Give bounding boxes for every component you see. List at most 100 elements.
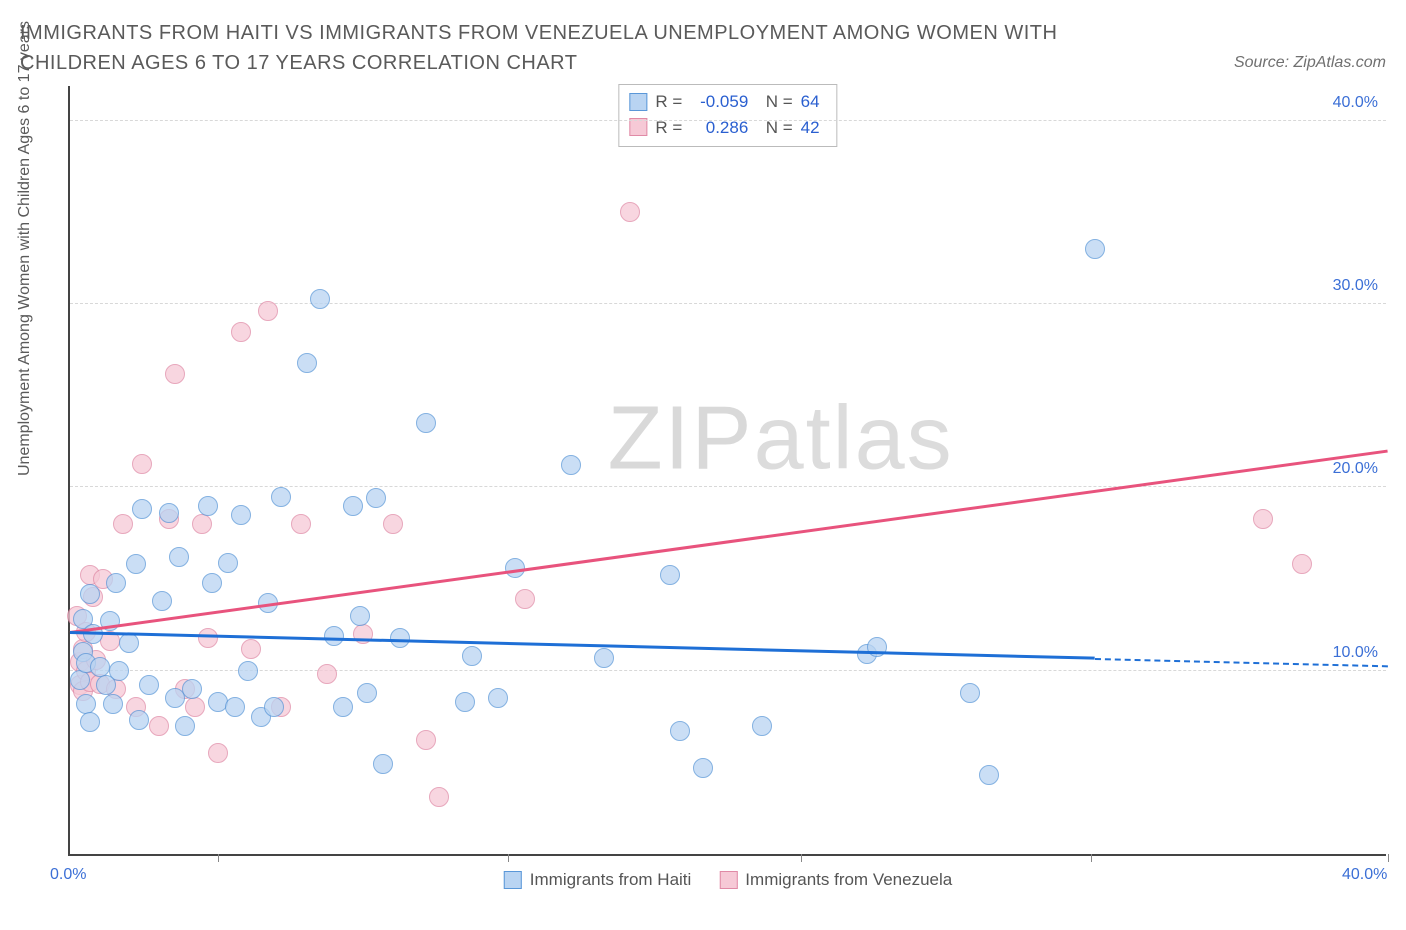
watermark: ZIPatlas [608, 388, 954, 491]
grid-line [70, 120, 1386, 121]
stats-row-a: R = -0.059 N = 64 [629, 89, 826, 115]
scatter-point-a [231, 505, 251, 525]
scatter-point-a [670, 721, 690, 741]
scatter-point-a [159, 503, 179, 523]
x-tick-mark [218, 854, 219, 862]
scatter-point-a [455, 692, 475, 712]
scatter-point-a [238, 661, 258, 681]
header-row: IMMIGRANTS FROM HAITI VS IMMIGRANTS FROM… [20, 18, 1386, 78]
scatter-point-a [198, 496, 218, 516]
stat-r-value-b: 0.286 [690, 115, 748, 141]
scatter-point-b [192, 514, 212, 534]
stat-n-label-b: N = [756, 115, 792, 141]
stat-n-label-a: N = [756, 89, 792, 115]
scatter-point-a [202, 573, 222, 593]
scatter-point-b [1253, 509, 1273, 529]
scatter-point-a [80, 712, 100, 732]
grid-line [70, 670, 1386, 671]
scatter-point-a [271, 487, 291, 507]
x-tick-mark [1388, 854, 1389, 862]
y-tick-label: 10.0% [1333, 644, 1378, 662]
scatter-point-b [515, 589, 535, 609]
scatter-point-b [113, 514, 133, 534]
scatter-point-b [1292, 554, 1312, 574]
plot-region: ZIPatlas R = -0.059 N = 64 R = 0.286 N =… [68, 86, 1386, 856]
x-tick-mark [508, 854, 509, 862]
scatter-point-a [693, 758, 713, 778]
stat-n-value-a: 64 [801, 89, 827, 115]
scatter-point-a [373, 754, 393, 774]
scatter-point-a [660, 565, 680, 585]
scatter-point-a [1085, 239, 1105, 259]
scatter-point-a [218, 553, 238, 573]
x-tick-mark [801, 854, 802, 862]
scatter-point-a [109, 661, 129, 681]
stat-r-label-a: R = [655, 89, 682, 115]
scatter-point-a [366, 488, 386, 508]
scatter-point-a [139, 675, 159, 695]
scatter-point-a [390, 628, 410, 648]
legend-swatch-b [719, 871, 737, 889]
scatter-point-b [132, 454, 152, 474]
stats-row-b: R = 0.286 N = 42 [629, 115, 826, 141]
scatter-point-a [310, 289, 330, 309]
scatter-point-a [343, 496, 363, 516]
source-label: Source: ZipAtlas.com [1234, 54, 1386, 78]
legend-label-b: Immigrants from Venezuela [745, 870, 952, 890]
swatch-series-a [629, 93, 647, 111]
scatter-point-a [132, 499, 152, 519]
scatter-point-b [241, 639, 261, 659]
scatter-point-a [488, 688, 508, 708]
stat-r-value-a: -0.059 [690, 89, 748, 115]
scatter-point-b [429, 787, 449, 807]
scatter-point-b [317, 664, 337, 684]
scatter-point-a [182, 679, 202, 699]
scatter-point-a [416, 413, 436, 433]
legend-item-a: Immigrants from Haiti [504, 870, 692, 890]
x-max-label: 40.0% [1342, 866, 1387, 884]
y-axis-label: Unemployment Among Women with Children A… [16, 21, 34, 476]
scatter-point-a [594, 648, 614, 668]
scatter-point-b [208, 743, 228, 763]
stat-n-value-b: 42 [801, 115, 827, 141]
scatter-point-a [152, 591, 172, 611]
scatter-point-a [80, 584, 100, 604]
watermark-bold: ZIP [608, 389, 754, 489]
scatter-point-a [350, 606, 370, 626]
y-tick-label: 40.0% [1333, 94, 1378, 112]
scatter-point-a [225, 697, 245, 717]
scatter-point-b [620, 202, 640, 222]
scatter-point-b [291, 514, 311, 534]
scatter-point-b [165, 364, 185, 384]
scatter-point-b [149, 716, 169, 736]
legend-swatch-a [504, 871, 522, 889]
scatter-point-a [752, 716, 772, 736]
x-origin-label: 0.0% [50, 866, 86, 884]
scatter-point-a [324, 626, 344, 646]
stat-r-label-b: R = [655, 115, 682, 141]
scatter-point-a [106, 573, 126, 593]
chart-area: Unemployment Among Women with Children A… [20, 86, 1386, 896]
scatter-point-a [264, 697, 284, 717]
y-tick-label: 20.0% [1333, 460, 1378, 478]
swatch-series-b [629, 118, 647, 136]
scatter-point-a [76, 694, 96, 714]
scatter-point-b [416, 730, 436, 750]
stats-legend-box: R = -0.059 N = 64 R = 0.286 N = 42 [618, 84, 837, 147]
scatter-point-b [258, 301, 278, 321]
grid-line [70, 486, 1386, 487]
x-tick-mark [1091, 854, 1092, 862]
watermark-thin: atlas [754, 389, 954, 489]
chart-title: IMMIGRANTS FROM HAITI VS IMMIGRANTS FROM… [20, 18, 1140, 78]
scatter-point-a [979, 765, 999, 785]
trend-line-a [70, 631, 1095, 660]
scatter-point-a [960, 683, 980, 703]
scatter-point-a [119, 633, 139, 653]
scatter-point-a [129, 710, 149, 730]
legend-item-b: Immigrants from Venezuela [719, 870, 952, 890]
scatter-point-a [90, 657, 110, 677]
scatter-point-b [383, 514, 403, 534]
scatter-point-b [185, 697, 205, 717]
bottom-legend: Immigrants from Haiti Immigrants from Ve… [504, 870, 952, 890]
scatter-point-a [561, 455, 581, 475]
